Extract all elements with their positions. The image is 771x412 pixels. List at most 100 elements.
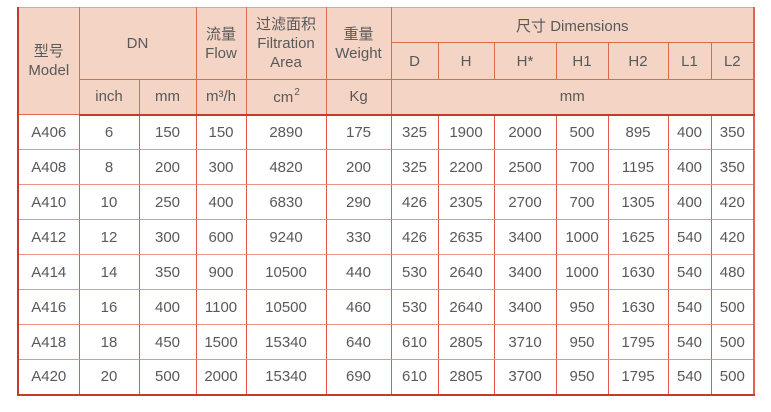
cell-dim-l1: 400 xyxy=(668,149,712,185)
cell-area: 4820 xyxy=(246,149,327,185)
col-header-flow: 流量 Flow xyxy=(196,7,247,80)
cell-inch: 12 xyxy=(79,219,140,255)
cell-weight: 290 xyxy=(326,184,392,220)
cell-dim-h: 2805 xyxy=(438,359,495,395)
cell-model: A416 xyxy=(18,289,80,325)
cell-area: 15340 xyxy=(246,324,327,360)
col-header-dim-h1: H1 xyxy=(556,42,609,80)
cell-flow: 2000 xyxy=(196,359,247,395)
cell-dim-l2: 420 xyxy=(711,184,755,220)
cell-flow: 150 xyxy=(196,114,247,150)
cell-flow: 1100 xyxy=(196,289,247,325)
cell-dim-l2: 480 xyxy=(711,254,755,290)
cell-dim-h1: 700 xyxy=(556,184,609,220)
cell-dim-l1: 540 xyxy=(668,359,712,395)
cell-dim-h: 2640 xyxy=(438,289,495,325)
cell-model: A420 xyxy=(18,359,80,395)
cell-weight: 690 xyxy=(326,359,392,395)
cell-dim-h1: 950 xyxy=(556,289,609,325)
unit-flow: m³/h xyxy=(196,79,247,116)
col-header-model-zh: 型号 xyxy=(33,43,64,60)
cell-mm: 400 xyxy=(139,289,197,325)
cell-model: A406 xyxy=(18,114,80,150)
cell-mm: 500 xyxy=(139,359,197,395)
cell-dim-hstar: 3400 xyxy=(494,254,557,290)
cell-dim-h1: 950 xyxy=(556,324,609,360)
cell-dim-l2: 350 xyxy=(711,114,755,150)
cell-dim-l2: 420 xyxy=(711,219,755,255)
cell-area: 10500 xyxy=(246,254,327,290)
col-header-dimensions: 尺寸 Dimensions xyxy=(391,7,755,43)
cell-weight: 460 xyxy=(326,289,392,325)
cell-dim-l2: 500 xyxy=(711,324,755,360)
table-row: A416 16 400 1100 10500 460 530 2640 3400… xyxy=(18,289,755,325)
cell-dim-h2: 1195 xyxy=(608,149,669,185)
cell-dim-d: 530 xyxy=(391,289,439,325)
cell-model: A408 xyxy=(18,149,80,185)
cell-weight: 440 xyxy=(326,254,392,290)
cell-dim-d: 325 xyxy=(391,114,439,150)
cell-model: A414 xyxy=(18,254,80,290)
cell-dim-d: 325 xyxy=(391,149,439,185)
cell-inch: 10 xyxy=(79,184,140,220)
cell-flow: 300 xyxy=(196,149,247,185)
cell-model: A418 xyxy=(18,324,80,360)
col-header-filtration-en2: Area xyxy=(270,54,302,71)
header-row-units: inch mm m³/h cm2 Kg mm xyxy=(18,79,755,116)
col-header-model-en: Model xyxy=(28,62,70,79)
table-row: A412 12 300 600 9240 330 426 2635 3400 1… xyxy=(18,219,755,255)
cell-mm: 200 xyxy=(139,149,197,185)
cell-dim-hstar: 2500 xyxy=(494,149,557,185)
cell-dim-h: 2305 xyxy=(438,184,495,220)
cell-area: 9240 xyxy=(246,219,327,255)
col-header-flow-zh: 流量 xyxy=(206,25,237,43)
cell-dim-h: 2805 xyxy=(438,324,495,360)
table-row: A414 14 350 900 10500 440 530 2640 3400 … xyxy=(18,254,755,290)
cell-dim-l1: 540 xyxy=(668,324,712,360)
cell-flow: 400 xyxy=(196,184,247,220)
cell-dim-d: 610 xyxy=(391,324,439,360)
unit-dims-mm: mm xyxy=(391,79,755,116)
cell-dim-h1: 950 xyxy=(556,359,609,395)
cell-flow: 1500 xyxy=(196,324,247,360)
col-header-dn: DN xyxy=(79,7,197,80)
cell-dim-h2: 1305 xyxy=(608,184,669,220)
col-header-weight: 重量 Weight xyxy=(326,7,392,80)
cell-dim-hstar: 2700 xyxy=(494,184,557,220)
cell-dim-hstar: 3710 xyxy=(494,324,557,360)
col-header-weight-zh: 重量 xyxy=(343,25,374,43)
cell-weight: 640 xyxy=(326,324,392,360)
col-header-filtration-en1: Filtration xyxy=(257,35,315,52)
cell-dim-h1: 700 xyxy=(556,149,609,185)
cell-dim-h1: 500 xyxy=(556,114,609,150)
cell-inch: 6 xyxy=(79,114,140,150)
spec-table: 型号 Model DN 流量 Flow 过滤面积 Filtration Area… xyxy=(17,7,756,396)
cell-dim-d: 610 xyxy=(391,359,439,395)
cell-mm: 250 xyxy=(139,184,197,220)
cell-dim-h: 2635 xyxy=(438,219,495,255)
col-header-flow-en: Flow xyxy=(205,44,237,62)
cell-inch: 20 xyxy=(79,359,140,395)
col-header-dim-hstar: H* xyxy=(494,42,557,80)
cell-dim-h2: 895 xyxy=(608,114,669,150)
col-header-dim-h2: H2 xyxy=(608,42,669,80)
cell-inch: 18 xyxy=(79,324,140,360)
col-header-weight-en: Weight xyxy=(335,44,382,62)
cell-inch: 14 xyxy=(79,254,140,290)
cell-mm: 350 xyxy=(139,254,197,290)
cell-dim-h: 1900 xyxy=(438,114,495,150)
unit-weight: Kg xyxy=(326,79,392,116)
cell-model: A410 xyxy=(18,184,80,220)
cell-dim-hstar: 3700 xyxy=(494,359,557,395)
cell-inch: 8 xyxy=(79,149,140,185)
cell-flow: 600 xyxy=(196,219,247,255)
cell-flow: 900 xyxy=(196,254,247,290)
table-row: A410 10 250 400 6830 290 426 2305 2700 7… xyxy=(18,184,755,220)
cell-weight: 175 xyxy=(326,114,392,150)
col-header-dim-l2: L2 xyxy=(711,42,755,80)
header-row-2: D H H* H1 H2 L1 L2 xyxy=(18,42,755,80)
spec-table-container: 型号 Model DN 流量 Flow 过滤面积 Filtration Area… xyxy=(17,7,756,396)
header-row-1: 型号 Model DN 流量 Flow 过滤面积 Filtration Area… xyxy=(18,7,755,115)
cell-area: 15340 xyxy=(246,359,327,395)
cell-dim-d: 426 xyxy=(391,184,439,220)
